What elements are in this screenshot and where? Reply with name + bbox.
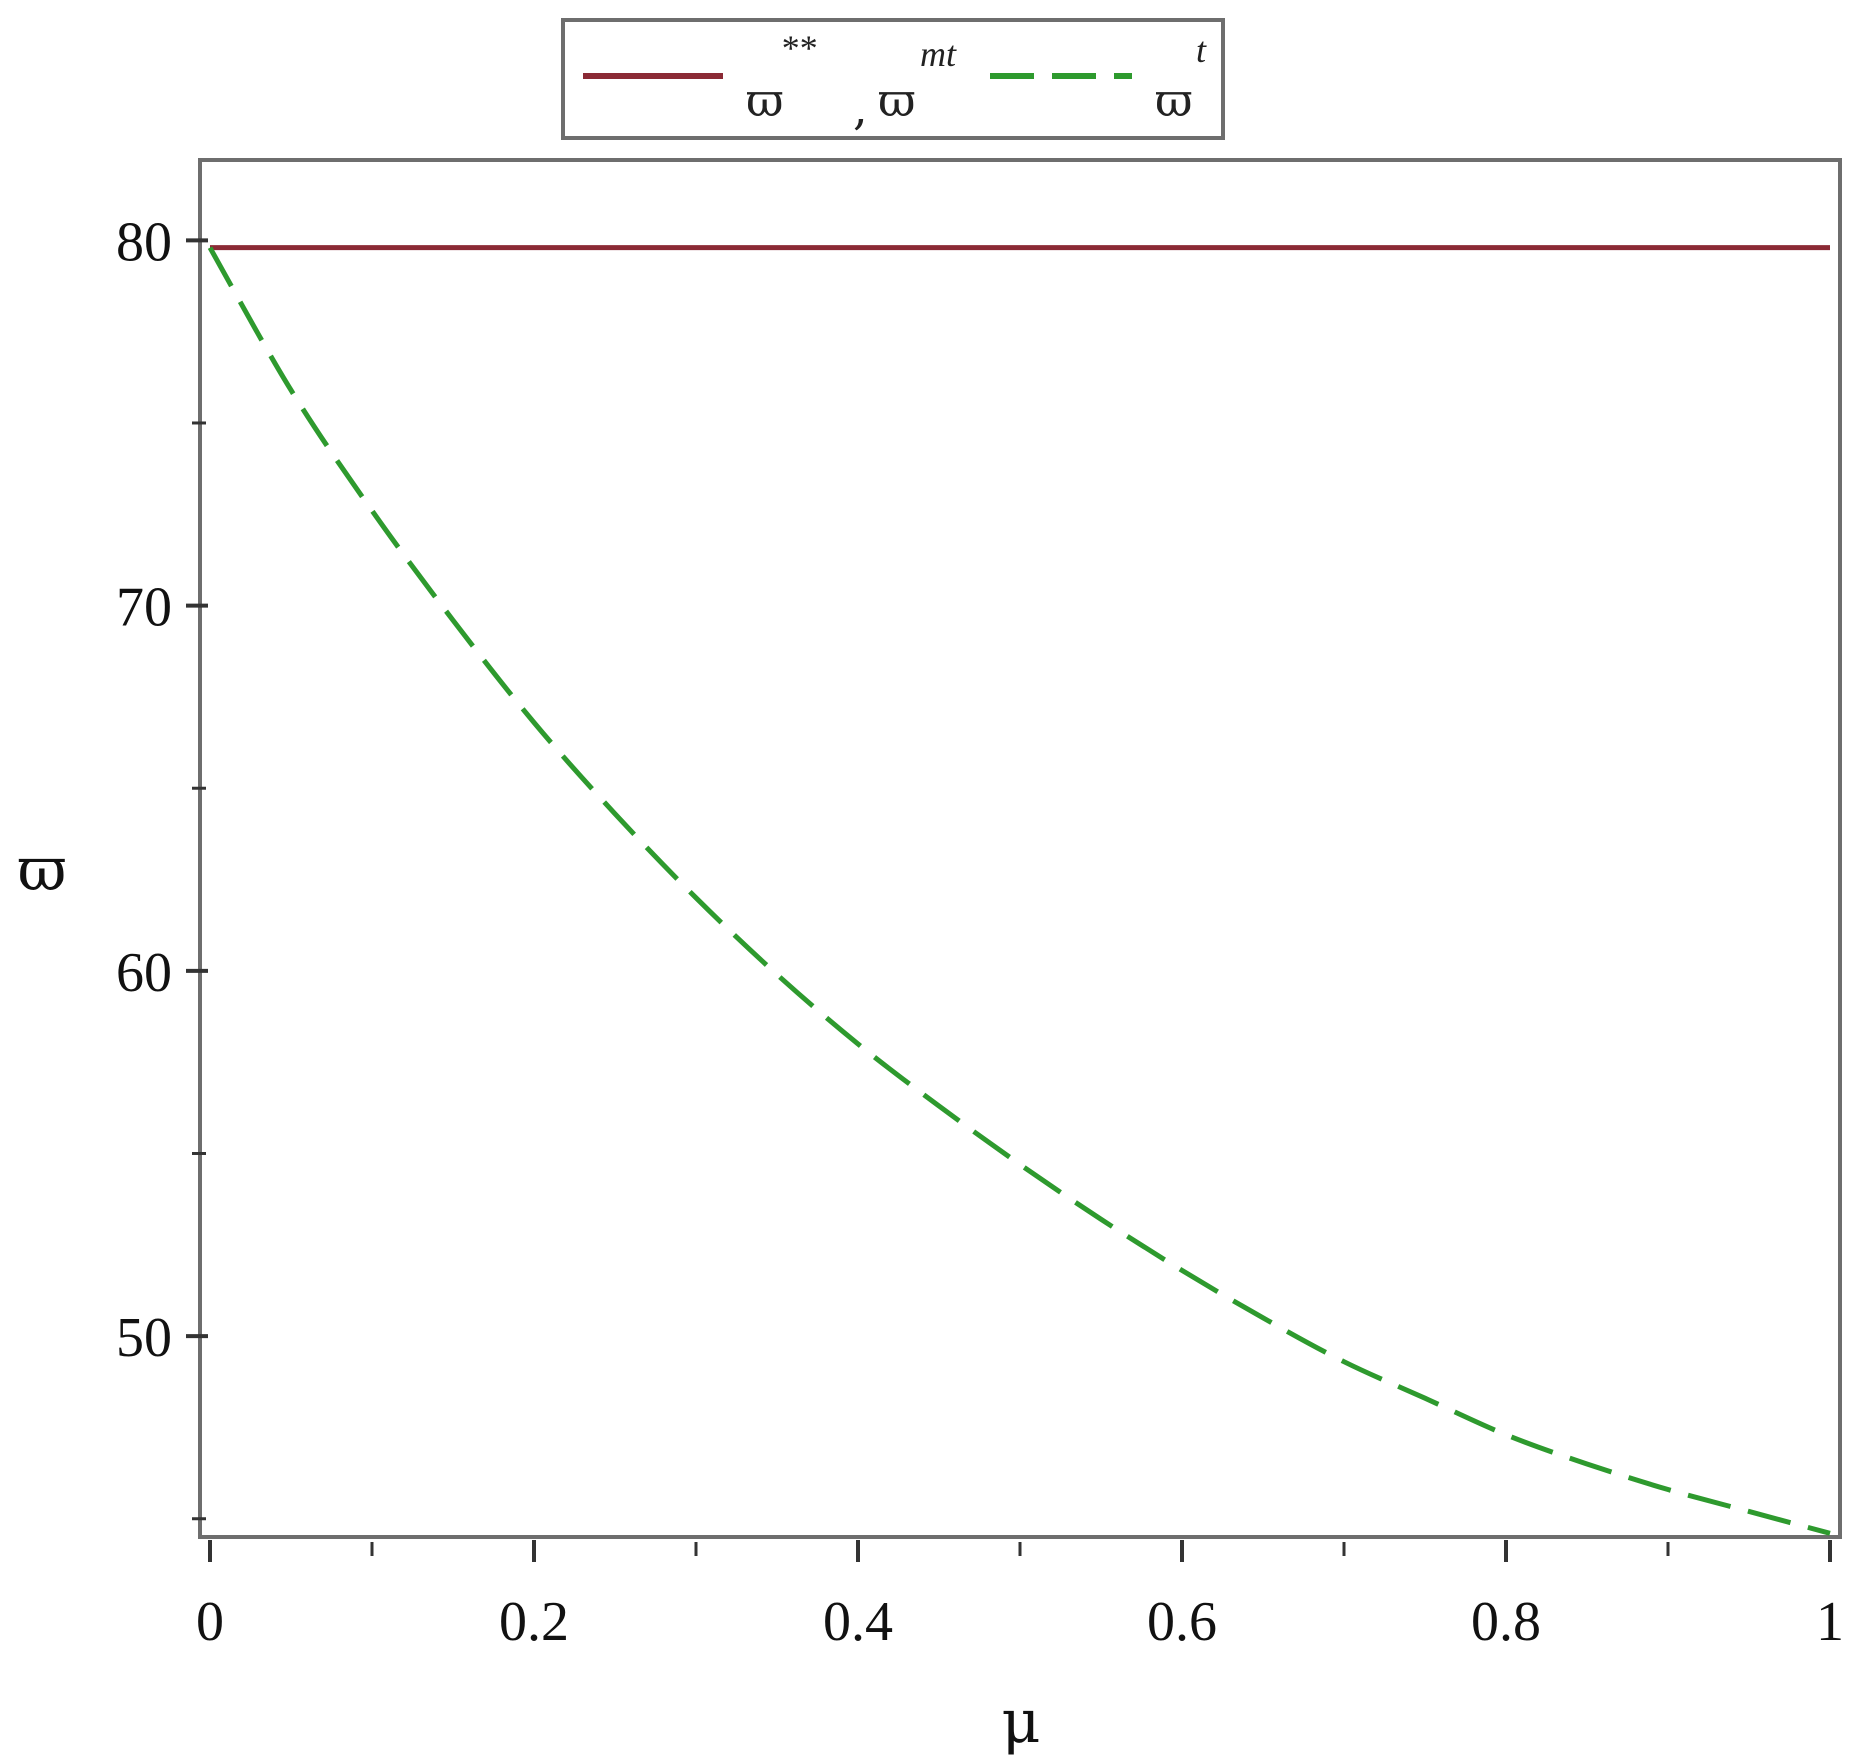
series-layer	[207, 245, 1831, 1536]
legend-entry-0-sup2: mt	[920, 34, 957, 74]
legend-entry-1-symbol: ϖ	[1155, 73, 1193, 127]
y-tick-label: 70	[116, 577, 172, 639]
series-line-dashed	[207, 246, 1831, 1536]
y-tick-label: 50	[116, 1307, 172, 1369]
y-tick-label: 80	[116, 211, 172, 273]
legend-entry-0-sup: **	[780, 28, 816, 68]
x-tick-label: 0.8	[1471, 1591, 1541, 1653]
legend-entry-0-symbol: ϖ	[746, 73, 784, 127]
plot-frame	[198, 158, 1842, 1539]
legend-entry-0-separator: ,	[853, 81, 868, 135]
legend: ϖ ** , ϖ mt ϖ t	[561, 18, 1225, 140]
legend-entry-0-symbol2: ϖ	[878, 73, 916, 127]
x-axis-label: μ	[1002, 1687, 1041, 1757]
x-tick-label: 0	[196, 1591, 224, 1653]
y-tick-label: 60	[116, 942, 172, 1004]
x-tick-label: 0.6	[1147, 1591, 1217, 1653]
legend-entry-1-sup: t	[1196, 30, 1207, 70]
x-tick-label: 1	[1816, 1591, 1844, 1653]
axis-tick-labels: 0 0.2 0.4 0.6 0.8 1 50 60 70 80	[116, 211, 1844, 1653]
y-axis-label: ϖ	[18, 835, 67, 905]
x-tick-label: 0.4	[823, 1591, 893, 1653]
x-tick-label: 0.2	[499, 1591, 569, 1653]
axis-ticks	[186, 238, 1832, 1562]
